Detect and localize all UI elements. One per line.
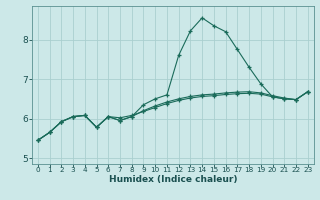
X-axis label: Humidex (Indice chaleur): Humidex (Indice chaleur) [108, 175, 237, 184]
